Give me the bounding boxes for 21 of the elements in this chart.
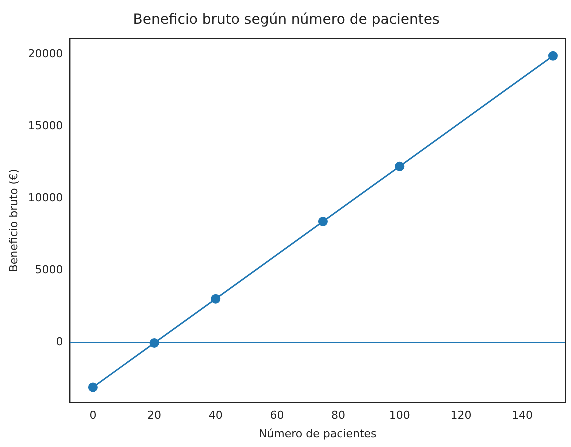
y-tick-label: 5000 <box>35 264 64 277</box>
point <box>318 217 328 227</box>
x-tick-label: 120 <box>450 409 472 422</box>
y-tick-label: 20000 <box>28 48 64 61</box>
x-tick-label: 80 <box>332 409 346 422</box>
y-tick-label: 0 <box>56 336 64 349</box>
x-tick-label: 40 <box>208 409 223 422</box>
x-tick-label: 140 <box>512 409 534 422</box>
y-tick-label: 10000 <box>28 192 64 205</box>
x-tick-label: 0 <box>90 409 97 422</box>
y-tick-label: 15000 <box>28 120 64 133</box>
x-tick-label: 20 <box>148 409 162 422</box>
point <box>395 162 405 172</box>
x-tick-label: 60 <box>270 409 284 422</box>
chart-title: Beneficio bruto según número de pacientes <box>133 12 440 28</box>
point <box>88 382 98 392</box>
point <box>548 51 558 61</box>
x-tick-label: 100 <box>389 409 410 422</box>
x-axis-title: Número de pacientes <box>258 427 378 440</box>
point <box>211 294 221 304</box>
y-axis-title: Beneficio bruto (€) <box>7 169 20 272</box>
